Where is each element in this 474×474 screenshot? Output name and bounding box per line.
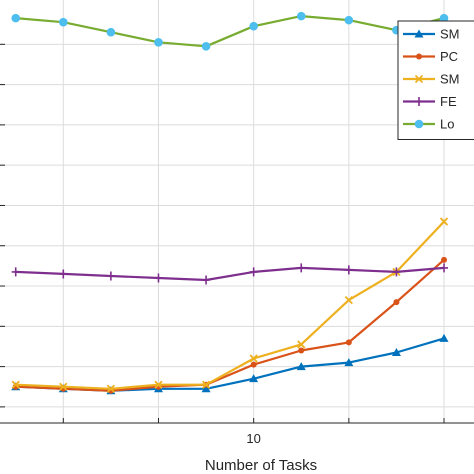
series-line: [15, 266, 445, 282]
legend-marker: [415, 97, 423, 106]
legend-entry: FE: [403, 94, 457, 109]
data-point: [249, 21, 258, 31]
data-point: [201, 42, 211, 51]
legend-label: FE: [440, 94, 457, 109]
legend-label: Lo: [440, 117, 454, 132]
legend-marker: [414, 74, 424, 84]
data-point: [439, 217, 449, 226]
data-point: [249, 267, 258, 277]
data-point: [345, 339, 352, 346]
legend-entry: Lo: [403, 117, 454, 132]
series-line: [15, 220, 445, 390]
data-point: [249, 374, 259, 383]
series-4: [11, 263, 449, 285]
data-point: [154, 273, 163, 283]
series-5: [11, 11, 449, 51]
data-point: [297, 263, 306, 273]
x-axis-label: Number of Tasks: [205, 457, 317, 474]
x-tick-label: 10: [246, 431, 260, 446]
legend-entry: PC: [403, 49, 458, 64]
data-point: [344, 358, 354, 367]
data-point: [344, 265, 353, 275]
series-line: [15, 258, 445, 392]
data-point: [298, 347, 305, 354]
data-point: [106, 27, 116, 37]
series-3: [11, 217, 449, 393]
grid: [0, 0, 474, 423]
data-point: [11, 380, 20, 389]
data-point: [58, 17, 68, 27]
data-point: [391, 348, 401, 356]
data-point: [344, 15, 354, 25]
data-point: [202, 275, 211, 285]
legend-label: SM: [440, 27, 460, 42]
data-point: [250, 361, 257, 368]
legend-marker: [416, 53, 422, 60]
series-2: [12, 256, 448, 394]
data-point: [439, 333, 449, 342]
data-point: [249, 354, 258, 363]
data-point: [440, 263, 449, 273]
legend-marker: [414, 119, 424, 129]
data-point: [154, 38, 163, 47]
series-group: [11, 11, 449, 395]
data-point: [441, 256, 448, 263]
data-point: [392, 267, 401, 277]
axes: 10: [0, 43, 474, 446]
legend-marker: [414, 29, 424, 38]
legend-entry: SM: [403, 72, 460, 87]
data-point: [201, 384, 211, 393]
data-point: [297, 340, 306, 349]
data-point: [344, 295, 353, 305]
data-point: [59, 382, 68, 391]
legend-entry: SM: [403, 27, 460, 42]
legend-label: PC: [440, 49, 458, 64]
legend-label: SM: [440, 72, 460, 87]
data-point: [201, 380, 211, 389]
data-point: [106, 271, 115, 281]
data-point: [296, 11, 306, 21]
data-point: [393, 299, 400, 306]
legend: SM PC SM FE Lo: [397, 20, 474, 140]
data-point: [154, 380, 163, 389]
series-line: [15, 15, 445, 48]
data-point: [296, 362, 306, 371]
legend-box: [397, 20, 474, 140]
data-point: [11, 13, 21, 23]
data-point: [59, 269, 68, 279]
data-point: [106, 384, 116, 393]
data-point: [11, 267, 20, 277]
